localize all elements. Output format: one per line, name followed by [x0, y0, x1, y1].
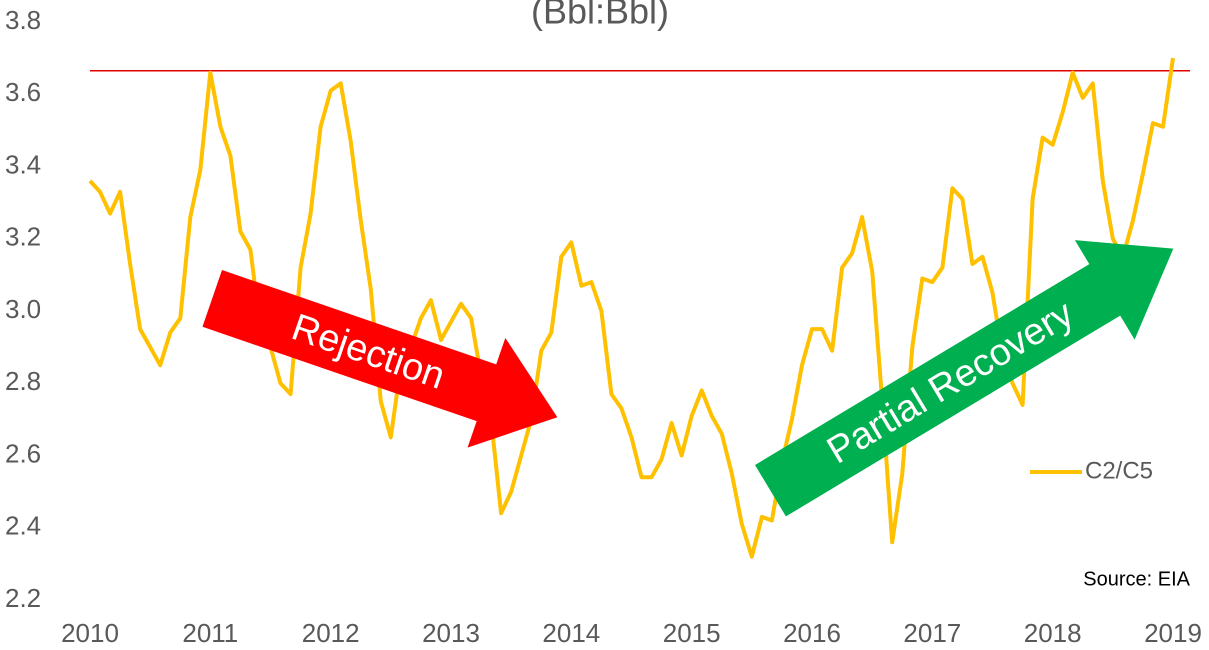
y-tick-label: 2.8	[5, 366, 41, 396]
x-tick-label: 2013	[422, 618, 480, 648]
y-tick-label: 3.0	[5, 294, 41, 324]
chart-title: (Bbl:Bbl)	[531, 0, 669, 32]
x-tick-label: 2010	[61, 618, 119, 648]
y-tick-label: 2.4	[5, 511, 41, 541]
x-tick-label: 2011	[182, 618, 238, 648]
source-note: Source: EIA	[1083, 568, 1190, 590]
arrow-shape	[202, 270, 558, 448]
x-tick-label: 2012	[302, 618, 360, 648]
y-tick-label: 2.2	[5, 583, 41, 613]
y-tick-label: 3.2	[5, 222, 41, 252]
annotation: Partial Recovery	[820, 293, 1081, 473]
y-tick-label: 3.8	[5, 5, 41, 35]
x-tick-label: 2014	[542, 618, 600, 648]
x-tick-label: 2017	[903, 618, 961, 648]
x-tick-label: 2019	[1144, 618, 1202, 648]
plot-area: 2.2 2.4 2.6 2.8 3.0 3.2 3.4 3.6 3.8 2010 2011 2012 2…	[5, 5, 1202, 648]
x-tick-label: 2016	[783, 618, 841, 648]
x-tick-label: 2018	[1024, 618, 1082, 648]
y-tick-label: 3.4	[5, 149, 41, 179]
annotation: Rejection	[287, 306, 450, 397]
y-tick-label: 2.6	[5, 438, 41, 468]
x-tick-label: 2015	[663, 618, 721, 648]
legend-label: C2/C5	[1085, 457, 1153, 484]
arrow-shape	[755, 240, 1174, 517]
rejection-arrow: Rejection	[202, 270, 558, 448]
y-tick-label: 3.6	[5, 77, 41, 107]
